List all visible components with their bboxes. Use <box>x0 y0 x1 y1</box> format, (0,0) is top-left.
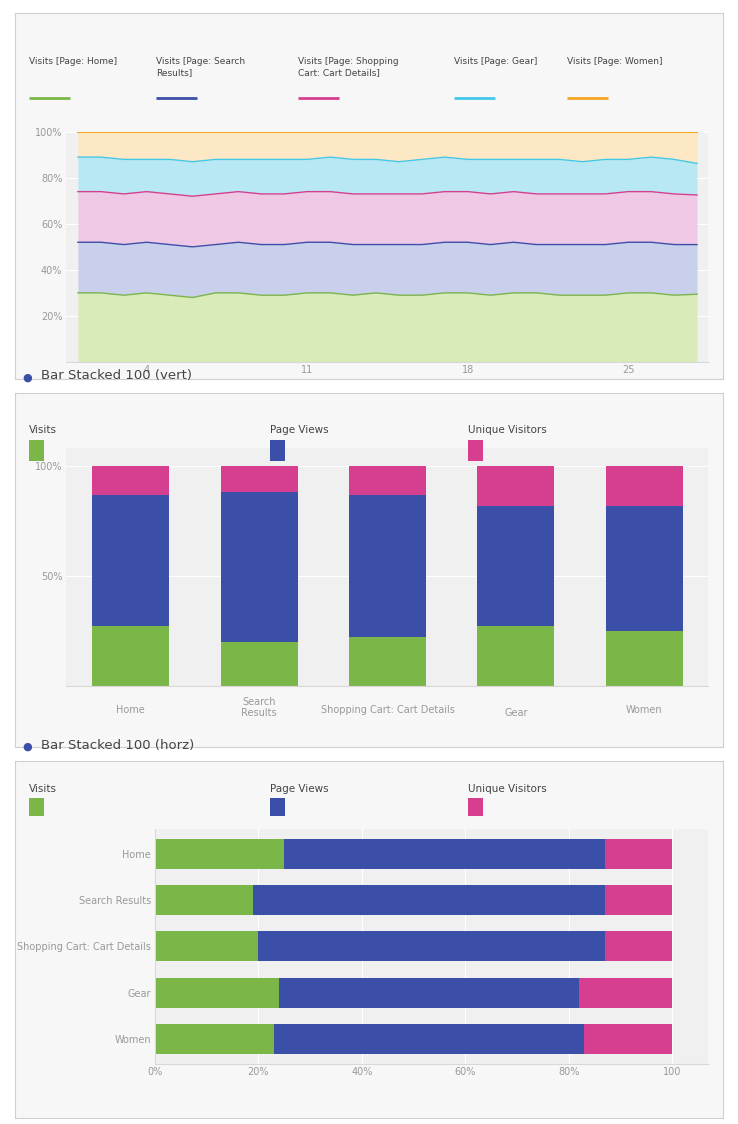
Bar <box>221 466 297 492</box>
Bar <box>477 466 554 506</box>
Text: Visits [Page: Gear]: Visits [Page: Gear] <box>454 57 537 66</box>
Bar <box>605 932 672 961</box>
Bar <box>477 626 554 686</box>
Text: ●: ● <box>22 372 32 382</box>
Bar <box>605 840 672 869</box>
Text: Visits [Page: Home]: Visits [Page: Home] <box>29 57 117 66</box>
Text: Page Views: Page Views <box>270 425 328 435</box>
Text: Visits [Page: Shopping
Cart: Cart Details]: Visits [Page: Shopping Cart: Cart Detail… <box>298 57 399 76</box>
Bar <box>155 1024 274 1053</box>
Bar <box>606 631 683 686</box>
Bar <box>253 886 605 915</box>
Bar <box>284 840 605 869</box>
Bar <box>349 466 426 495</box>
Bar <box>579 978 672 1007</box>
Text: Visits: Visits <box>29 425 57 435</box>
Bar <box>349 495 426 637</box>
Bar <box>584 1024 672 1053</box>
Bar <box>221 642 297 686</box>
Bar <box>274 1024 584 1053</box>
Bar <box>92 466 169 495</box>
Bar <box>606 506 683 631</box>
Bar <box>258 932 605 961</box>
Bar <box>606 466 683 506</box>
Bar <box>155 840 284 869</box>
Bar <box>221 492 297 642</box>
X-axis label: Mar: Mar <box>89 404 108 414</box>
Bar <box>349 637 426 686</box>
Text: Gear: Gear <box>504 708 528 718</box>
Bar <box>605 886 672 915</box>
Text: Bar Stacked 100 (vert): Bar Stacked 100 (vert) <box>41 369 192 382</box>
Text: Unique Visitors: Unique Visitors <box>468 785 547 795</box>
Text: ●: ● <box>22 742 32 752</box>
Text: Visits: Visits <box>29 785 57 795</box>
Bar <box>155 978 279 1007</box>
Bar <box>477 506 554 626</box>
Text: Visits [Page: Women]: Visits [Page: Women] <box>568 57 663 66</box>
Bar <box>155 932 258 961</box>
Text: Search
Results: Search Results <box>241 697 277 718</box>
Bar <box>155 886 253 915</box>
Bar <box>279 978 579 1007</box>
Text: Page Views: Page Views <box>270 785 328 795</box>
Bar <box>92 495 169 626</box>
Text: Unique Visitors: Unique Visitors <box>468 425 547 435</box>
Text: Bar Stacked 100 (horz): Bar Stacked 100 (horz) <box>41 738 194 752</box>
Bar <box>92 626 169 686</box>
Text: Visits [Page: Search
Results]: Visits [Page: Search Results] <box>156 57 246 76</box>
